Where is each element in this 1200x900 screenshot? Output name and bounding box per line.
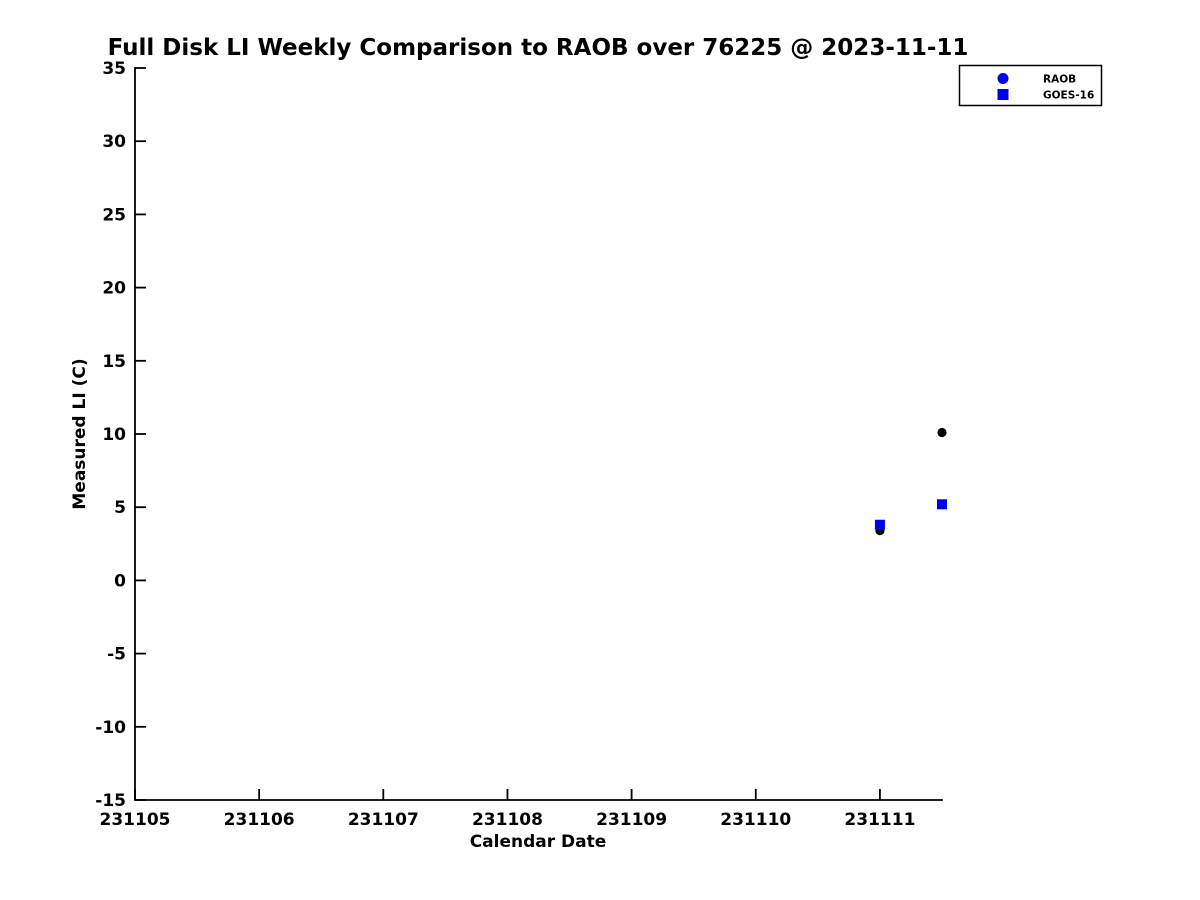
x-axis-label: Calendar Date xyxy=(470,832,607,852)
x-tick-label: 231110 xyxy=(720,810,791,830)
legend-raob-label: RAOB xyxy=(1043,74,1076,86)
axis-spines xyxy=(134,67,943,801)
legend-goes16-label: GOES-16 xyxy=(1043,90,1094,102)
y-tick-label: -15 xyxy=(95,791,126,811)
y-axis-ticks: 35 30 25 20 15 10 5 0 -5 -10 -15 xyxy=(95,59,146,811)
chart-title: Full Disk LI Weekly Comparison to RAOB o… xyxy=(108,35,969,61)
x-tick-label: 231108 xyxy=(472,810,543,830)
y-tick-label: 25 xyxy=(102,205,126,225)
legend-raob-marker-icon xyxy=(997,73,1009,84)
point-goes-16 xyxy=(874,519,885,530)
x-axis-ticks: 231105 231106 231107 231108 231109 231110 2311… xyxy=(100,789,915,830)
legend-goes16-marker-icon xyxy=(997,89,1009,100)
y-tick-label: 0 xyxy=(114,571,126,591)
y-tick-label: 30 xyxy=(102,132,126,152)
point-raob xyxy=(937,427,947,438)
x-tick-label: 231109 xyxy=(596,810,667,830)
point-goes-16 xyxy=(937,499,947,510)
x-tick-label: 231107 xyxy=(348,810,419,830)
y-tick-label: 15 xyxy=(102,352,126,372)
y-tick-label: 20 xyxy=(102,279,126,299)
x-tick-label: 231105 xyxy=(100,810,171,830)
y-tick-label: 5 xyxy=(114,498,126,518)
y-axis-label: Measured LI (C) xyxy=(70,358,90,509)
y-tick-label: 35 xyxy=(102,59,126,79)
y-tick-label: -10 xyxy=(95,718,126,738)
x-tick-label: 231106 xyxy=(224,810,295,830)
x-tick-label: 231111 xyxy=(844,810,915,830)
data-points xyxy=(874,427,947,536)
y-tick-label: -5 xyxy=(107,645,126,665)
legend-box xyxy=(958,64,1103,107)
y-tick-label: 10 xyxy=(102,425,126,445)
legend: RAOB GOES-16 xyxy=(958,64,1103,107)
